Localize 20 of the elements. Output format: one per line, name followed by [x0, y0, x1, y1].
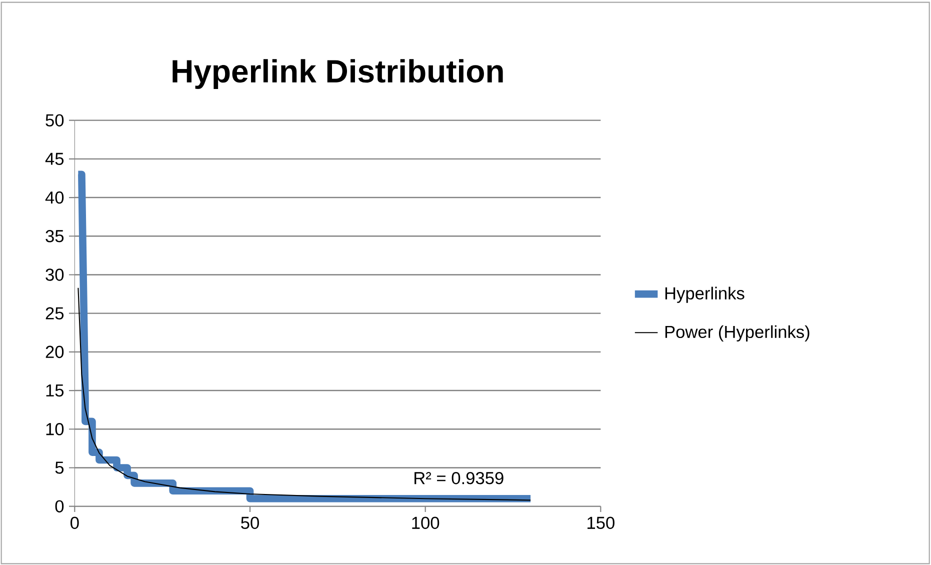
- legend-label: Power (Hyperlinks): [665, 325, 810, 342]
- y-tick-label: 10: [46, 422, 64, 436]
- y-tick-label: 45: [45, 152, 64, 165]
- y-tick-label: 15: [46, 384, 64, 397]
- annotation: R² = 0.9359: [414, 472, 504, 484]
- x-tick-label: 50: [241, 516, 259, 530]
- y-tick-label: 25: [46, 307, 64, 320]
- line-series: [78, 287, 532, 501]
- y-tick-label: 40: [45, 191, 64, 204]
- y-tick-label: 0: [55, 500, 64, 512]
- x-tick-label: 100: [412, 516, 440, 530]
- x-tick-label: 150: [588, 516, 614, 530]
- legend-label: Hyperlinks: [665, 286, 744, 303]
- y-tick-label: 5: [55, 462, 64, 474]
- y-tick-label: 50: [46, 114, 64, 126]
- y-tick-label: 30: [46, 268, 64, 281]
- x-tick-label: 0: [70, 516, 79, 530]
- chart-title: Hyperlink Distribution: [172, 59, 503, 89]
- y-tick-label: 20: [46, 346, 64, 358]
- y-tick-label: 35: [46, 230, 64, 242]
